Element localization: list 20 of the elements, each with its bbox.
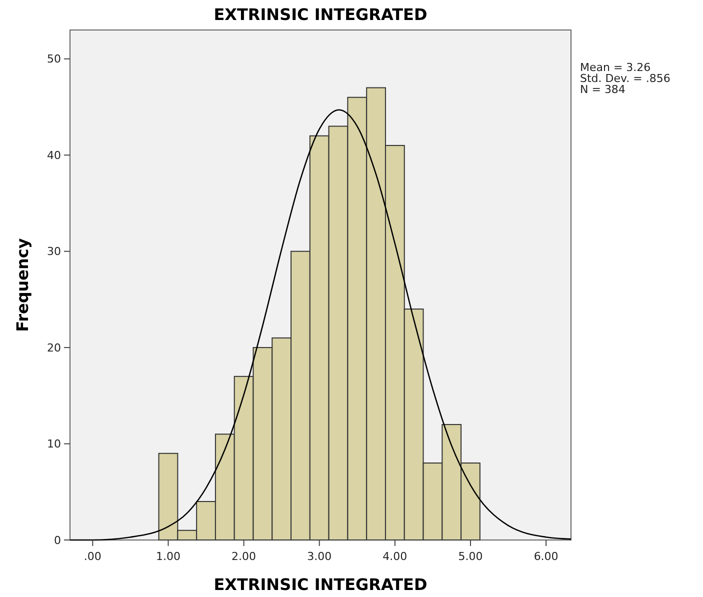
y-tick-label: 20	[47, 341, 61, 354]
x-tick-label: 2.00	[232, 550, 256, 563]
y-tick-label: 50	[47, 52, 61, 66]
x-tick-label: 5.00	[458, 550, 483, 563]
line-series	[69, 109, 572, 541]
y-tick-label: 30	[47, 245, 61, 258]
x-tick-label: .00	[84, 550, 102, 563]
y-tick-label: 10	[47, 438, 61, 451]
x-tick-label: 3.00	[307, 550, 332, 563]
x-tick-label: 4.00	[382, 550, 408, 563]
y-tick-label: 0	[54, 534, 61, 547]
y-axis-title: Frequency	[13, 238, 32, 332]
x-tick-label: 6.00	[534, 550, 558, 563]
x-tick-label: 1.00	[156, 550, 180, 563]
text: N = 384	[580, 83, 626, 96]
y-tick-label: 40	[47, 148, 61, 162]
text: Mean = 3.26	[580, 61, 651, 74]
x-axis-title: EXTRINSIC INTEGRATED	[214, 575, 428, 594]
chart-title: EXTRINSIC INTEGRATED	[214, 5, 428, 24]
text: Std. Dev. = .856	[580, 72, 670, 85]
